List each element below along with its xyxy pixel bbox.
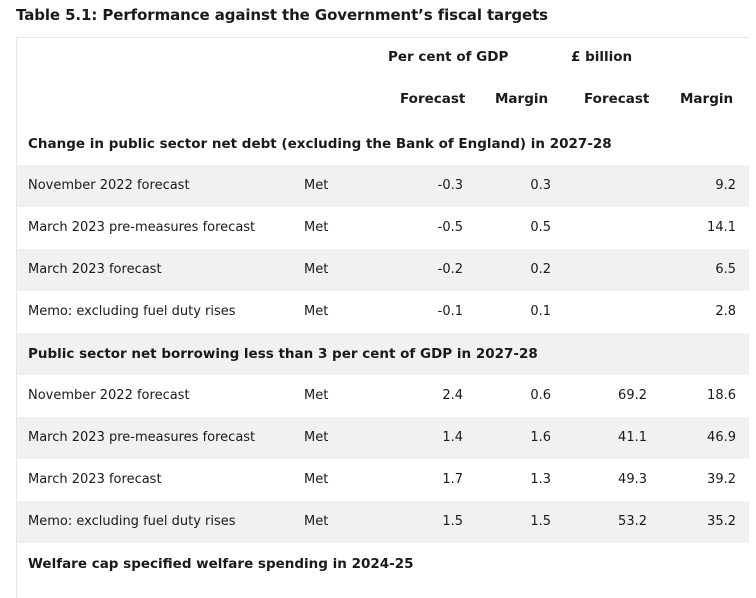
section-title: Public sector net borrowing less than 3 … <box>28 346 538 362</box>
bn-forecast-cell: 41.1 <box>618 430 647 445</box>
table-row: November 2022 forecast Met 2.4 0.6 69.2 … <box>17 375 749 417</box>
bn-forecast-cell: 53.2 <box>618 514 647 529</box>
row-label: March 2023 forecast <box>28 472 162 487</box>
bn-forecast-cell <box>579 165 647 207</box>
header-group-percent-gdp: Per cent of GDP <box>388 49 509 65</box>
bn-margin-cell: 46.9 <box>707 430 736 445</box>
bn-margin-cell: 6.5 <box>715 262 736 277</box>
row-status: Met <box>304 472 329 487</box>
table-row: March 2023 forecast Met 1.7 1.3 49.3 39.… <box>17 459 749 501</box>
header-group-billion: £ billion <box>571 49 633 65</box>
bn-margin-cell: 35.2 <box>707 514 736 529</box>
pct-margin-cell: 0.6 <box>530 388 551 403</box>
bn-margin-cell: 14.1 <box>707 220 736 235</box>
pct-margin-cell: 1.3 <box>530 472 551 487</box>
row-label: March 2023 pre-measures forecast <box>28 430 256 445</box>
section-title: Change in public sector net debt (exclud… <box>28 136 612 152</box>
table-row: Memo: excluding fuel duty rises Met 1.5 … <box>17 501 749 543</box>
table-row: Memo: excluding fuel duty rises Met -0.1… <box>17 291 749 333</box>
header-bn-margin: Margin <box>680 91 734 107</box>
pct-forecast-cell: -0.1 <box>437 304 463 319</box>
row-status: Met <box>304 304 329 319</box>
pct-forecast-cell: -0.2 <box>437 262 463 277</box>
bn-forecast-cell <box>579 291 647 333</box>
bn-forecast-cell <box>579 249 647 291</box>
pct-forecast-cell: 1.5 <box>442 514 463 529</box>
section-header: Change in public sector net debt (exclud… <box>17 123 749 165</box>
row-label: March 2023 forecast <box>28 262 162 277</box>
section-header: Welfare cap specified welfare spending i… <box>17 543 749 585</box>
row-status: Met <box>304 220 329 235</box>
header-bn-forecast: Forecast <box>584 91 650 107</box>
section-header: Public sector net borrowing less than 3 … <box>17 333 749 375</box>
header-pct-forecast: Forecast <box>400 91 466 107</box>
section-title: Welfare cap specified welfare spending i… <box>28 556 414 572</box>
row-label: November 2022 forecast <box>28 388 190 403</box>
pct-margin-cell: 0.3 <box>530 178 551 193</box>
table-title: Table 5.1: Performance against the Gover… <box>16 6 548 24</box>
row-status: Met <box>304 514 329 529</box>
bn-margin-cell: 39.2 <box>707 472 736 487</box>
row-status: Met <box>304 178 329 193</box>
bn-margin-cell: 9.2 <box>715 178 736 193</box>
row-status: Met <box>304 430 329 445</box>
row-status: Met <box>304 262 329 277</box>
row-label: March 2023 pre-measures forecast <box>28 220 256 235</box>
bn-forecast-cell <box>579 207 647 249</box>
bn-forecast-cell: 49.3 <box>618 472 647 487</box>
table-row: March 2023 forecast Met -0.2 0.2 6.5 <box>17 249 749 291</box>
table-row: March 2023 pre-measures forecast Met -0.… <box>17 207 749 249</box>
pct-margin-cell: 0.5 <box>530 220 551 235</box>
bn-forecast-cell: 69.2 <box>618 388 647 403</box>
pct-forecast-cell: 1.4 <box>442 430 463 445</box>
row-label: Memo: excluding fuel duty rises <box>28 514 236 529</box>
pct-margin-cell: 1.5 <box>530 514 551 529</box>
row-status: Met <box>304 388 329 403</box>
bn-margin-cell: 18.6 <box>707 388 736 403</box>
pct-margin-cell: 0.1 <box>530 304 551 319</box>
pct-forecast-cell: -0.5 <box>437 220 463 235</box>
bn-margin-cell: 2.8 <box>715 304 736 319</box>
pct-margin-cell: 1.6 <box>530 430 551 445</box>
header-pct-margin: Margin <box>495 91 549 107</box>
row-label: Memo: excluding fuel duty rises <box>28 304 236 319</box>
pct-forecast-cell: -0.3 <box>437 178 463 193</box>
fiscal-targets-table: Per cent of GDP £ billion Forecast Margi… <box>16 37 749 598</box>
row-label: November 2022 forecast <box>28 178 190 193</box>
pct-forecast-cell: 2.4 <box>442 388 463 403</box>
pct-margin-cell: 0.2 <box>530 262 551 277</box>
table-row: March 2023 pre-measures forecast Met 1.4… <box>17 417 749 459</box>
table-row: November 2022 forecast Met -0.3 0.3 9.2 <box>17 165 749 207</box>
pct-forecast-cell: 1.7 <box>442 472 463 487</box>
